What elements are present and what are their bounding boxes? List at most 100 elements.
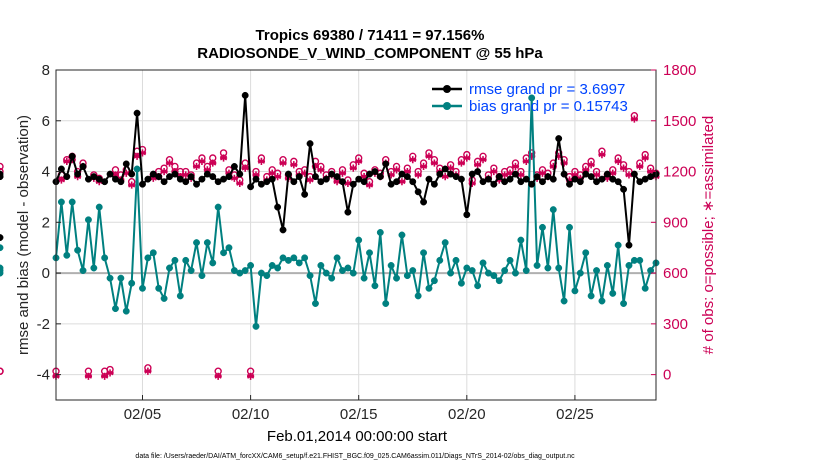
bias-point <box>171 256 179 264</box>
obs-assimilated-point <box>349 164 357 172</box>
x-tick-label: 02/10 <box>232 406 270 423</box>
obs-assimilated-point <box>106 369 114 377</box>
rmse-point <box>598 175 606 183</box>
bias-point <box>533 262 541 269</box>
rmse-point <box>533 173 541 181</box>
obs-assimilated-point <box>301 169 309 177</box>
bias-point <box>549 206 557 214</box>
rmse-point <box>393 178 400 186</box>
bias-point <box>149 249 157 257</box>
bias-point <box>603 262 611 269</box>
y-left-axis-ticks: -4 -2 0 2 4 6 8 <box>37 62 61 384</box>
bias-point <box>495 277 503 285</box>
bias-point <box>101 254 109 262</box>
rmse-point <box>625 241 633 249</box>
bias-point <box>544 264 552 272</box>
obs-assimilated-point <box>246 372 255 380</box>
obs-possible-point <box>0 162 4 171</box>
rmse-point <box>576 178 584 186</box>
y-left-tick-label: 4 <box>42 164 50 181</box>
bias-point <box>517 236 525 244</box>
rmse-point <box>403 173 411 181</box>
rmse-point <box>284 170 292 178</box>
rmse-point <box>74 170 82 178</box>
rmse-point <box>155 173 163 181</box>
bias-point <box>522 267 530 274</box>
rmse-point <box>339 178 346 186</box>
bias-point <box>501 267 509 274</box>
rmse-point <box>0 173 4 181</box>
bias-point <box>571 287 579 295</box>
bias-point <box>636 256 644 264</box>
obs-assimilated-point <box>582 166 590 174</box>
bias-point <box>220 249 228 257</box>
obs-assimilated-point <box>274 173 282 181</box>
bias-point <box>587 292 595 300</box>
bias-point <box>122 307 130 315</box>
bias-point <box>609 289 617 297</box>
bias-point <box>84 216 92 224</box>
obs-possible-point <box>0 167 4 176</box>
rmse-point <box>420 198 428 206</box>
bias-point <box>0 264 4 272</box>
x-tick-label: 02/05 <box>124 406 162 423</box>
y-right-tick-label: 300 <box>663 316 688 333</box>
rmse-point <box>117 178 125 186</box>
obs-assimilated-point <box>468 179 476 187</box>
obs-assimilated-point <box>214 372 222 380</box>
bias-point <box>155 284 163 292</box>
legend: rmse grand pr = 3.6997 bias grand pr = 0… <box>432 81 628 115</box>
bias-point <box>57 198 65 206</box>
chart-title-line1: Tropics 69380 / 71411 = 97.156% <box>256 27 485 44</box>
bias-point <box>263 272 271 280</box>
rmse-point <box>371 168 379 175</box>
rmse-point <box>522 175 530 183</box>
rmse-point <box>63 173 71 181</box>
obs-assimilated-point <box>209 159 217 167</box>
rmse-point <box>106 170 114 178</box>
obs-assimilated-point <box>144 367 152 375</box>
bias-point <box>382 300 390 307</box>
obs-assimilated-point <box>241 164 249 172</box>
bias-point <box>430 277 438 285</box>
obs-assimilated-point <box>490 167 498 176</box>
obs-assimilated-point <box>522 157 530 165</box>
plot-frame <box>55 69 657 401</box>
rmse-point <box>144 175 152 183</box>
y-right-axis-ticks: 0 300 600 900 1200 1500 1800 <box>651 62 696 384</box>
bias-point <box>598 297 606 305</box>
obs-assimilated-point <box>111 171 120 179</box>
rmse-point <box>68 152 76 160</box>
bias-point <box>403 272 411 280</box>
obs-assimilated-point <box>463 154 471 162</box>
obs-assimilated-point <box>219 154 228 162</box>
rmse-point <box>268 175 276 183</box>
bias-point <box>317 262 325 269</box>
bias-point <box>182 256 190 264</box>
rmse-point <box>295 173 303 181</box>
bias-point <box>306 272 314 280</box>
bias-point <box>512 269 519 277</box>
bias-point <box>425 284 433 292</box>
bias-point <box>112 305 119 313</box>
bias-point <box>393 274 400 282</box>
rmse-point <box>122 160 130 168</box>
obs-assimilated-point <box>398 178 406 186</box>
rmse-point <box>430 180 438 188</box>
rmse-point <box>160 178 168 186</box>
obs-assimilated-point <box>614 157 622 165</box>
bias-point <box>566 223 573 231</box>
rmse-point <box>528 180 536 188</box>
obs-assimilated-point <box>641 154 649 162</box>
rmse-point <box>128 170 136 178</box>
bias-point <box>139 284 146 292</box>
y-right-tick-label: 600 <box>663 265 688 282</box>
obs-assimilated-point <box>414 171 422 179</box>
obs-assimilated-point <box>571 171 579 179</box>
rmse-point <box>474 168 482 175</box>
bias-point <box>333 254 341 262</box>
bias-point <box>371 282 379 290</box>
rmse-point <box>441 165 449 173</box>
bias-point <box>90 264 98 272</box>
y-left-tick-label: 0 <box>42 265 50 282</box>
